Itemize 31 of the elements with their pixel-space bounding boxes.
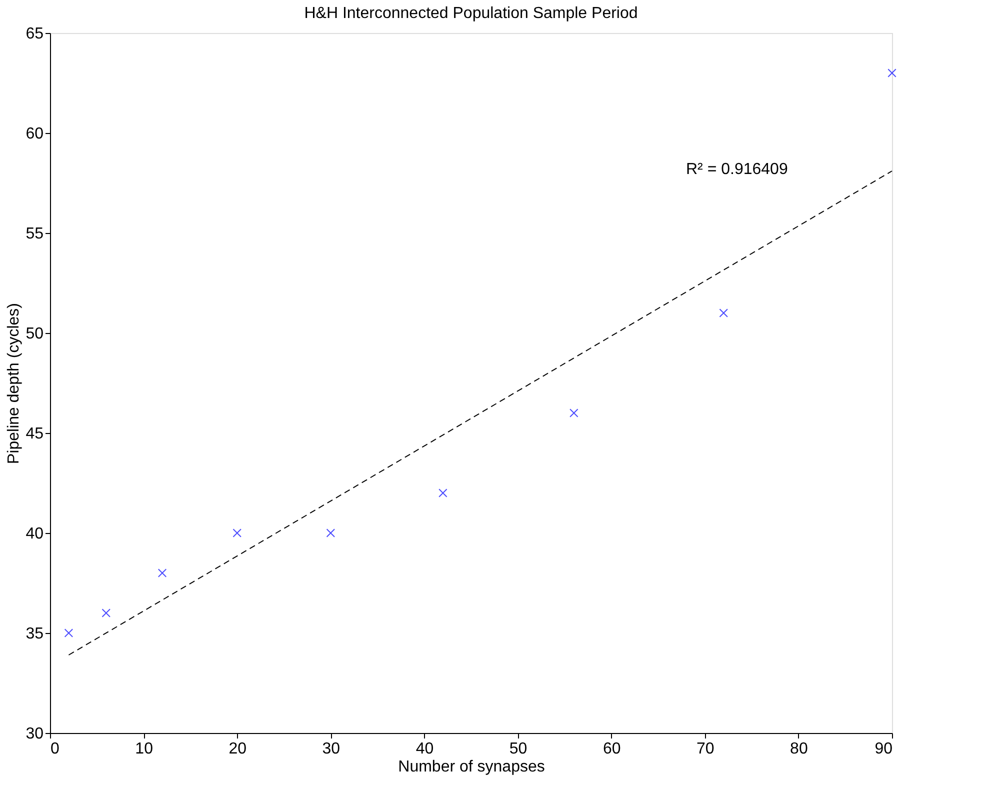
point <box>326 528 336 538</box>
y-tick-label: 45 <box>26 426 44 442</box>
x-tick-label: 50 <box>509 740 528 758</box>
x-axis-title: Number of synapses <box>398 758 545 776</box>
point <box>102 608 111 618</box>
y-tick-label: 35 <box>26 626 44 642</box>
x-tick-label: 10 <box>135 740 154 758</box>
x-tick-label: 0 <box>50 740 60 758</box>
y-tick-label: 30 <box>26 726 44 742</box>
chart-title: H&H Interconnected Population Sample Period <box>304 5 638 22</box>
x-tick-label: 90 <box>874 740 893 758</box>
x-tick-label: 60 <box>602 740 621 758</box>
annotation: R² = 0.916409 <box>686 161 788 178</box>
point <box>232 528 242 538</box>
y-tick-label: 40 <box>26 526 44 542</box>
y-axis-title: Pipeline depth (cycles) <box>6 303 23 464</box>
x-tick-label: 30 <box>322 740 340 758</box>
y-tick-label: 50 <box>26 326 44 342</box>
y-tick-label: 65 <box>26 26 44 42</box>
x-tick-label: 80 <box>790 740 808 758</box>
point <box>888 68 896 78</box>
point <box>64 628 74 638</box>
point <box>158 568 167 578</box>
point <box>570 408 578 418</box>
x-tick-label: 70 <box>696 740 714 758</box>
point <box>438 488 448 498</box>
y-tick-label: 55 <box>26 226 44 242</box>
x-tick-label: 40 <box>416 740 434 758</box>
x-tick-label: 20 <box>228 740 247 758</box>
point <box>719 308 728 318</box>
y-tick-label: 60 <box>26 126 44 142</box>
